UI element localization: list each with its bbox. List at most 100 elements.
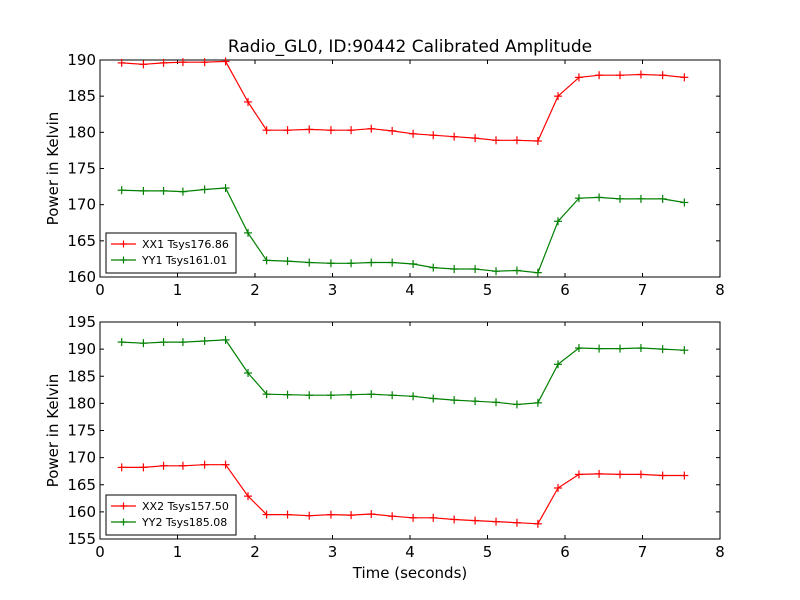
data-point — [326, 510, 335, 519]
data-point — [139, 60, 148, 69]
data-point — [305, 258, 314, 267]
data-point — [117, 463, 126, 472]
series-line-1 — [121, 60, 685, 142]
x-tick-label: 0 — [95, 543, 105, 561]
data-point — [178, 58, 187, 67]
data-point — [367, 510, 376, 519]
x-axis-label: Time (seconds) — [352, 564, 468, 582]
x-tick-label: 2 — [250, 543, 260, 561]
y-tick-label: 195 — [67, 313, 96, 331]
data-point — [305, 391, 314, 400]
x-tick-label: 7 — [638, 281, 648, 299]
data-point — [200, 58, 209, 67]
data-point — [492, 267, 501, 276]
data-point — [574, 194, 583, 203]
data-point — [492, 517, 501, 526]
data-point — [680, 471, 689, 480]
data-point — [262, 126, 271, 135]
y-axis-label: Power in Kelvin — [44, 112, 62, 226]
data-point — [533, 398, 542, 407]
legend: XX2 Tsys157.50 YY2 Tsys185.08 — [105, 494, 237, 536]
data-point — [492, 136, 501, 145]
data-point — [512, 518, 521, 527]
data-point — [139, 463, 148, 472]
data-point — [450, 396, 459, 405]
data-point — [262, 256, 271, 265]
y-tick-label: 175 — [67, 422, 96, 440]
legend-label: YY1 Tsys161.01 — [141, 254, 227, 267]
data-point — [283, 510, 292, 519]
chart-panel-2: 0 1 2 3 4 5 6 7 8 155 160 165 170 175 180 185 190 195 Powe… — [44, 313, 725, 582]
data-point — [636, 194, 645, 203]
data-point — [471, 397, 480, 406]
x-tick-label: 8 — [715, 281, 725, 299]
data-point — [409, 259, 418, 268]
x-tick-label: 5 — [483, 543, 493, 561]
data-point — [200, 336, 209, 345]
data-point — [221, 57, 230, 66]
data-point — [388, 391, 397, 400]
data-point — [616, 71, 625, 80]
data-point — [450, 515, 459, 524]
data-point — [636, 470, 645, 479]
data-point — [680, 346, 689, 355]
series-line-1 — [121, 464, 685, 525]
data-point — [616, 470, 625, 479]
data-point — [347, 126, 356, 135]
data-point — [471, 134, 480, 143]
y-axis-label: Power in Kelvin — [44, 374, 62, 488]
y-tick-label: 185 — [67, 87, 96, 105]
data-point — [658, 345, 667, 354]
data-point — [117, 338, 126, 347]
y-tick-label: 190 — [67, 51, 96, 69]
data-point — [388, 258, 397, 267]
x-tick-label: 8 — [715, 543, 725, 561]
figure-title: Radio_GL0, ID:90442 Calibrated Amplitude — [228, 37, 592, 57]
data-point — [159, 338, 168, 347]
y-tick-label: 155 — [67, 530, 96, 548]
data-point — [450, 132, 459, 141]
data-point — [595, 344, 604, 353]
data-point — [680, 73, 689, 82]
data-point — [283, 257, 292, 266]
data-point — [574, 73, 583, 82]
y-tick-label: 170 — [67, 449, 96, 467]
y-tick-label: 165 — [67, 232, 96, 250]
data-point — [244, 97, 253, 106]
data-point — [533, 519, 542, 528]
data-point — [367, 124, 376, 133]
data-point — [533, 268, 542, 277]
y-tick-label: 185 — [67, 367, 96, 385]
data-point — [221, 335, 230, 344]
data-point — [262, 390, 271, 399]
x-tick-label: 3 — [328, 281, 338, 299]
data-point — [200, 460, 209, 469]
data-point — [658, 471, 667, 480]
data-point — [512, 136, 521, 145]
series-line-2 — [121, 187, 685, 274]
data-point — [117, 186, 126, 195]
data-point — [658, 71, 667, 80]
data-point — [326, 126, 335, 135]
data-point — [388, 512, 397, 521]
data-point — [471, 265, 480, 274]
data-point — [492, 398, 501, 407]
data-point — [450, 265, 459, 274]
data-point — [244, 368, 253, 377]
data-point — [512, 400, 521, 409]
data-point — [178, 187, 187, 196]
data-point — [367, 258, 376, 267]
data-point — [139, 339, 148, 348]
data-point — [326, 259, 335, 268]
data-point — [512, 266, 521, 275]
data-point — [367, 390, 376, 399]
y-tick-label: 180 — [67, 394, 96, 412]
data-point — [636, 344, 645, 353]
data-point — [388, 126, 397, 135]
series-line-2 — [121, 339, 685, 406]
data-point — [429, 263, 438, 272]
data-point — [347, 259, 356, 268]
data-point — [178, 338, 187, 347]
y-tick-label: 160 — [67, 503, 96, 521]
data-point — [283, 126, 292, 135]
